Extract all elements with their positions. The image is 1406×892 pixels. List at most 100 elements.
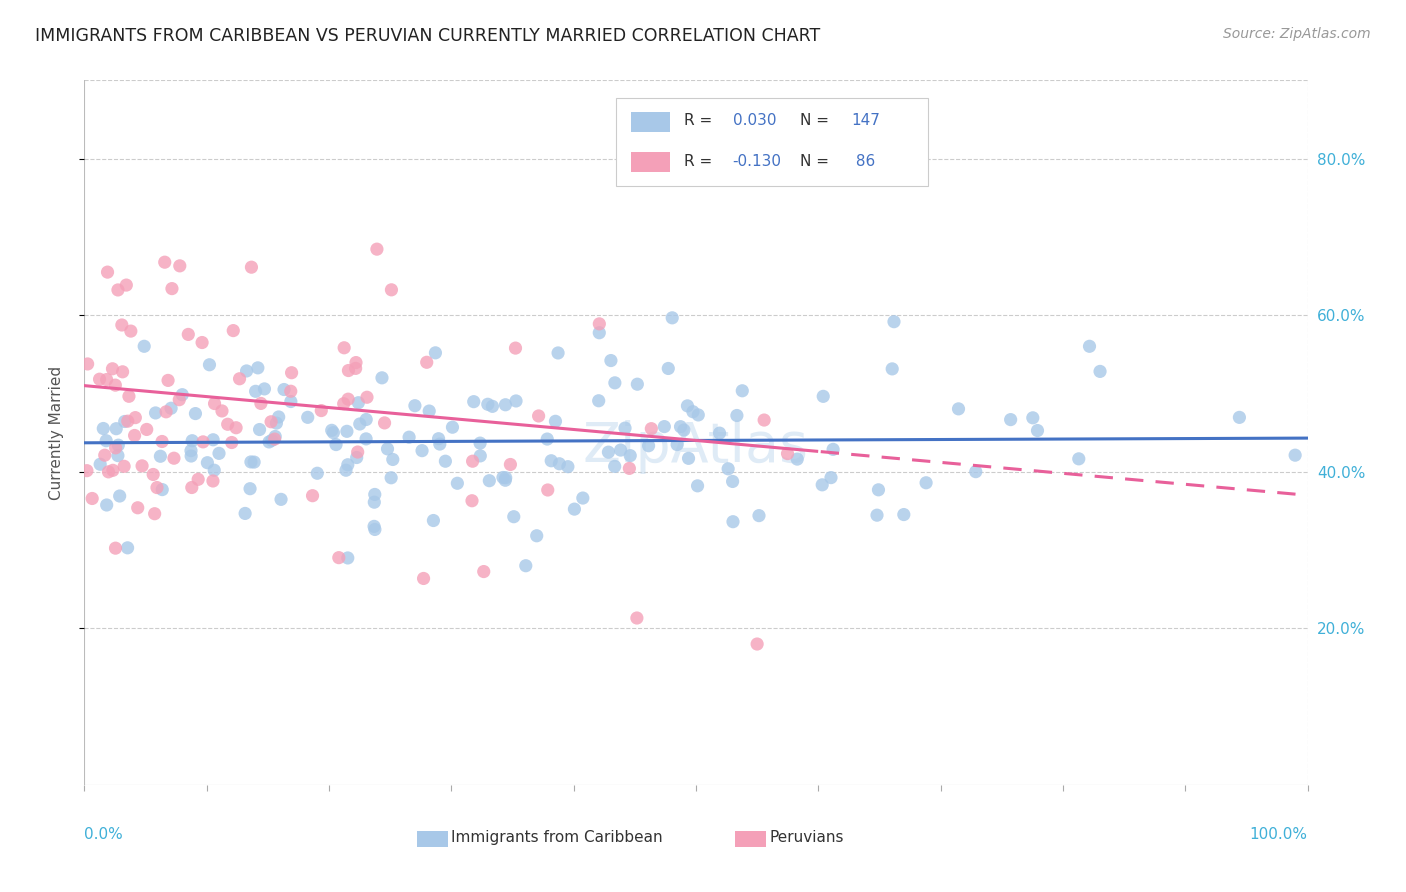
Point: [374, 416, 396, 430]
Point: [89, 372, 111, 386]
Point: [107, 438, 129, 452]
Point: [155, 405, 177, 419]
Point: [347, 395, 370, 409]
Point: [163, 451, 186, 466]
Point: [747, 637, 769, 651]
FancyBboxPatch shape: [631, 112, 671, 132]
Text: R =: R =: [683, 153, 717, 169]
Point: [588, 393, 610, 408]
Point: [547, 346, 569, 360]
Point: [280, 384, 302, 399]
Point: [682, 405, 704, 419]
Point: [104, 441, 127, 455]
Point: [197, 456, 219, 470]
Y-axis label: Currently Married: Currently Married: [49, 366, 63, 500]
Point: [337, 363, 360, 377]
Point: [120, 324, 142, 338]
Point: [349, 417, 371, 431]
Point: [461, 454, 484, 468]
Point: [225, 421, 247, 435]
Point: [243, 455, 266, 469]
Point: [1088, 364, 1111, 378]
Point: [124, 410, 146, 425]
Point: [112, 459, 135, 474]
Point: [364, 523, 387, 537]
Point: [233, 507, 256, 521]
Point: [240, 260, 263, 275]
Point: [307, 467, 329, 481]
Point: [669, 419, 692, 434]
Point: [676, 399, 699, 413]
Point: [280, 394, 302, 409]
Point: [273, 383, 295, 397]
Point: [96, 373, 118, 387]
Point: [823, 442, 845, 457]
Point: [786, 452, 808, 467]
Point: [245, 384, 267, 399]
Point: [721, 515, 744, 529]
Point: [76, 464, 98, 478]
Point: [157, 373, 180, 387]
Point: [481, 400, 503, 414]
Point: [297, 410, 319, 425]
Point: [1284, 448, 1306, 462]
Point: [101, 463, 124, 477]
Point: [544, 414, 567, 428]
Point: [564, 502, 586, 516]
Point: [883, 315, 905, 329]
Point: [893, 508, 915, 522]
Point: [101, 361, 124, 376]
Point: [143, 507, 166, 521]
Point: [108, 489, 131, 503]
Text: 0.0%: 0.0%: [84, 827, 124, 842]
Point: [626, 611, 648, 625]
Point: [336, 458, 359, 472]
Point: [526, 529, 548, 543]
Text: Source: ZipAtlas.com: Source: ZipAtlas.com: [1223, 27, 1371, 41]
Point: [536, 432, 558, 446]
Point: [89, 457, 111, 471]
Point: [222, 324, 245, 338]
Point: [416, 355, 439, 369]
Text: IMMIGRANTS FROM CARIBBEAN VS PERUVIAN CURRENTLY MARRIED CORRELATION CHART: IMMIGRANTS FROM CARIBBEAN VS PERUVIAN CU…: [35, 27, 820, 45]
Point: [626, 377, 648, 392]
Point: [332, 397, 354, 411]
Point: [337, 392, 360, 407]
Point: [91, 421, 114, 435]
Point: [381, 452, 404, 467]
Point: [866, 508, 889, 523]
Point: [598, 445, 620, 459]
Point: [640, 422, 662, 436]
Point: [495, 471, 517, 485]
Point: [267, 409, 290, 424]
Point: [363, 519, 385, 533]
Point: [398, 430, 420, 444]
Point: [366, 242, 388, 256]
Point: [721, 475, 744, 489]
Point: [336, 551, 359, 566]
Point: [146, 481, 169, 495]
Point: [150, 434, 173, 449]
Text: 86: 86: [851, 153, 876, 169]
Point: [280, 366, 302, 380]
Point: [603, 459, 626, 474]
Text: 147: 147: [851, 113, 880, 128]
Point: [380, 471, 402, 485]
Point: [492, 470, 515, 484]
Point: [191, 335, 214, 350]
Point: [502, 509, 524, 524]
Point: [228, 372, 250, 386]
Point: [411, 443, 433, 458]
Point: [328, 550, 350, 565]
Point: [1229, 410, 1251, 425]
Point: [131, 458, 153, 473]
Point: [107, 283, 129, 297]
Point: [813, 389, 835, 403]
Point: [505, 394, 527, 409]
Point: [446, 476, 468, 491]
Point: [184, 407, 207, 421]
Point: [160, 401, 183, 416]
Point: [725, 409, 748, 423]
Text: 0.030: 0.030: [733, 113, 776, 128]
Point: [441, 420, 464, 434]
